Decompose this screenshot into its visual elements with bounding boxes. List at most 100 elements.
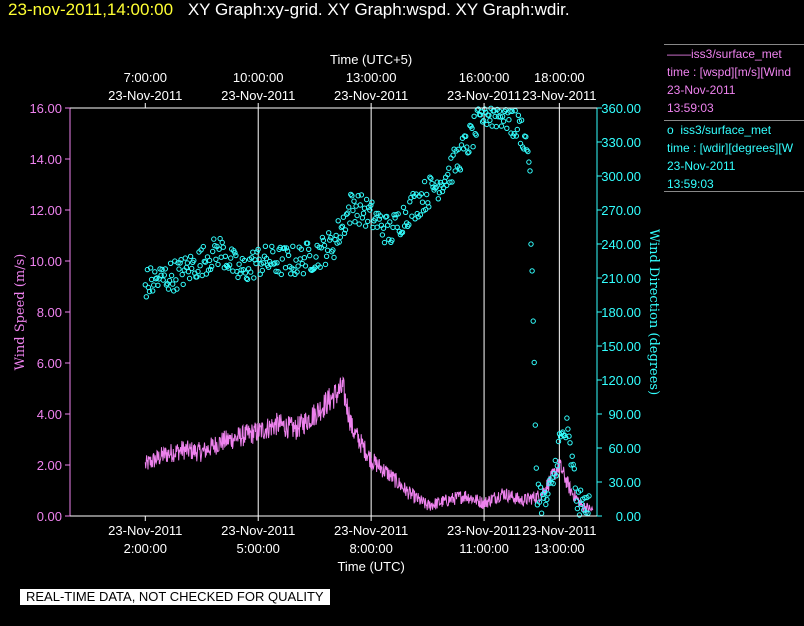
wdir-point: [356, 221, 362, 227]
right-tick-label: 0.00: [616, 509, 641, 524]
wdir-point: [328, 234, 334, 241]
wdir-point: [337, 234, 343, 240]
wdir-point: [444, 182, 450, 189]
wdir-point: [341, 230, 348, 237]
wdir-point: [573, 498, 580, 504]
wdir-point: [262, 243, 269, 250]
wdir-point: [571, 466, 577, 472]
wdir-series: [142, 105, 592, 518]
wdir-point: [433, 184, 439, 191]
wdir-point: [565, 426, 571, 432]
wdir-point: [577, 487, 584, 493]
wdir-point: [152, 269, 158, 275]
wdir-point: [339, 223, 346, 230]
wdir-point: [359, 215, 366, 221]
wdir-point: [253, 260, 259, 267]
right-tick-label: 90.00: [608, 407, 641, 422]
wdir-point: [331, 254, 337, 261]
left-axis-label: Wind Speed (m/s): [13, 254, 28, 371]
wdir-point: [298, 246, 304, 252]
wdir-point: [351, 198, 357, 204]
wdir-point: [272, 260, 278, 266]
wdir-point: [350, 207, 356, 214]
wdir-point: [572, 485, 578, 491]
legend-wdir-name: iss3/surface_met: [680, 123, 772, 137]
wdir-point: [408, 194, 414, 201]
wdir-point: [248, 269, 254, 275]
wdir-point: [552, 457, 558, 464]
wdir-point: [281, 245, 288, 251]
grid-layer: [257, 108, 560, 516]
wdir-point: [267, 258, 273, 265]
wdir-point: [327, 237, 333, 243]
wdir-point: [263, 255, 270, 262]
wdir-point: [470, 144, 476, 150]
quality-banner: REAL-TIME DATA, NOT CHECKED FOR QUALITY: [20, 589, 330, 605]
wdir-point: [514, 126, 520, 133]
wdir-point: [482, 106, 488, 112]
wdir-point: [273, 268, 279, 274]
wdir-point: [346, 204, 352, 210]
wdir-point: [150, 288, 156, 294]
wdir-point: [392, 215, 398, 221]
wdir-point: [233, 252, 239, 259]
wdir-point: [554, 463, 561, 469]
wdir-point: [365, 218, 371, 225]
wdir-point: [569, 453, 575, 459]
wdir-point: [498, 123, 505, 129]
left-tick-label: 2.00: [37, 458, 62, 473]
wdir-point: [259, 267, 265, 274]
bottom-tick-date: 23-Nov-2011: [108, 523, 182, 538]
wdir-point: [304, 240, 311, 246]
wdir-point: [509, 108, 515, 115]
wdir-point: [549, 475, 555, 481]
wdir-point: [553, 473, 559, 479]
wdir-point: [251, 275, 257, 281]
wdir-point: [187, 253, 194, 260]
wdir-point: [244, 276, 251, 283]
wdir-point: [536, 499, 543, 505]
left-tick-label: 8.00: [37, 305, 62, 320]
right-tick-label: 360.00: [601, 101, 641, 116]
header-titles: XY Graph:xy-grid. XY Graph:wspd. XY Grap…: [187, 0, 570, 19]
wdir-point: [541, 495, 547, 501]
legend-wdir-var: time : [wdir][degrees][W: [667, 141, 794, 155]
top-axis-label: Time (UTC+5): [330, 52, 412, 67]
wdir-point: [564, 415, 570, 421]
legend-wdir-title: o iss3/surface_met: [667, 121, 804, 139]
wdir-point: [158, 272, 164, 278]
wdir-point: [203, 271, 210, 277]
wdir-point: [447, 179, 453, 185]
wdir-point: [363, 196, 370, 203]
wdir-point: [360, 210, 367, 217]
wdir-point: [361, 205, 368, 211]
wdir-point: [166, 277, 173, 284]
wdir-point: [357, 202, 363, 208]
wdir-point: [306, 246, 312, 253]
wdir-point: [428, 175, 434, 182]
wdir-point: [288, 271, 294, 277]
wdir-point: [184, 260, 191, 266]
wdir-point: [163, 282, 170, 288]
right-tick-label: 270.00: [601, 203, 641, 218]
wdir-point: [506, 117, 512, 123]
wdir-point: [345, 210, 351, 216]
header: 23-nov-2011,14:00:00 XY Graph:xy-grid. X…: [8, 0, 570, 20]
wdir-point: [307, 252, 313, 259]
wdir-point: [197, 263, 203, 269]
axes-layer: [65, 103, 602, 521]
wdir-point: [215, 261, 221, 268]
wdir-point: [445, 171, 451, 178]
wdir-point: [578, 501, 585, 507]
wdir-point: [530, 318, 536, 324]
wdir-point: [567, 440, 573, 446]
wdir-point: [279, 256, 285, 262]
wdir-point: [319, 234, 326, 241]
wdir-point: [352, 219, 358, 225]
wdir-point: [455, 146, 461, 153]
wdir-point: [342, 227, 349, 233]
legend-wspd-title: ——iss3/surface_met: [667, 45, 804, 63]
wdir-point: [285, 252, 292, 259]
wdir-point: [189, 265, 195, 272]
